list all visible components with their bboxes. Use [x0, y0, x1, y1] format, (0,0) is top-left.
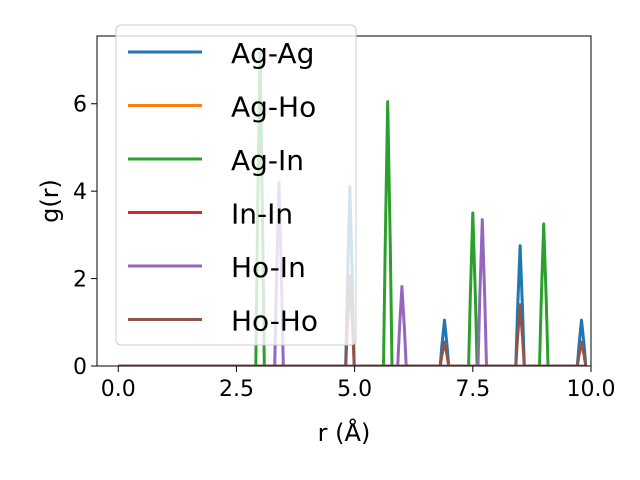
y-tick-label: 2 [73, 268, 87, 293]
legend-label-ho-ho: Ho-Ho [231, 305, 318, 338]
legend-label-ag-ag: Ag-Ag [231, 37, 314, 70]
y-axis-ticks: 0 2 4 6 [73, 93, 97, 380]
x-tick-label: 2.5 [219, 377, 254, 402]
x-tick-label: 10.0 [567, 377, 616, 402]
x-tick-label: 7.5 [455, 377, 490, 402]
legend-label-ag-in: Ag-In [231, 144, 304, 177]
legend-label-ag-ho: Ag-Ho [231, 91, 316, 124]
y-tick-label: 0 [73, 355, 87, 380]
x-axis-ticks: 0.0 2.5 5.0 7.5 10.0 [101, 366, 616, 402]
y-tick-label: 6 [73, 93, 87, 118]
y-axis-label: g(r) [36, 179, 64, 223]
legend-box [115, 24, 357, 346]
x-axis-label: r (Å) [318, 418, 371, 447]
legend: Ag-Ag Ag-Ho Ag-In In-In Ho-In Ho-Ho [115, 24, 357, 346]
legend-label-in-in: In-In [231, 198, 293, 231]
legend-label-ho-in: Ho-In [231, 251, 306, 284]
x-tick-label: 0.0 [101, 377, 136, 402]
y-tick-label: 4 [73, 180, 87, 205]
x-tick-label: 5.0 [337, 377, 372, 402]
